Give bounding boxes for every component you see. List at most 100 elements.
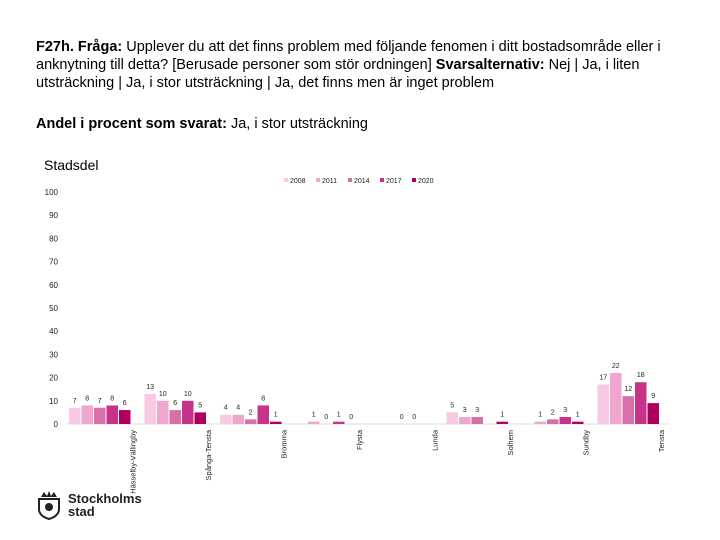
y-tick-label: 30 (49, 350, 58, 359)
bar (547, 419, 559, 424)
bar-value-label: 8 (261, 395, 265, 402)
bar-value-label: 0 (412, 414, 416, 421)
bar-value-label: 6 (173, 400, 177, 407)
bar-value-label: 10 (184, 391, 192, 398)
bar-value-label: 13 (146, 384, 154, 391)
logo-line-1: Stockholms (68, 491, 142, 506)
question-text: Upplever du att det finns problem med fö… (36, 39, 661, 73)
category-label: Tensta (657, 429, 666, 452)
bar (308, 421, 320, 424)
bar-value-label: 5 (198, 402, 202, 409)
category-label: Solhem (506, 430, 515, 455)
bar (81, 405, 93, 424)
question-title: F27h. Fråga: Upplever du att det finns p… (36, 38, 706, 92)
bar (144, 393, 156, 424)
logo-line-2: stad (68, 504, 95, 519)
bar-value-label: 6 (123, 400, 127, 407)
alternatives-label: Svarsalternativ: (435, 57, 545, 73)
bar-value-label: 4 (236, 405, 240, 412)
bar (622, 396, 634, 424)
legend-swatch (284, 178, 288, 182)
y-tick-label: 80 (49, 234, 58, 243)
bar (182, 400, 194, 424)
share-label: Andel i procent som svarat: (36, 116, 227, 132)
bar-value-label: 3 (475, 407, 479, 414)
legend-swatch (316, 178, 320, 182)
legend-label: 2011 (322, 178, 337, 185)
y-tick-label: 20 (49, 374, 58, 383)
bar (232, 414, 244, 424)
legend-label: 2014 (354, 178, 370, 185)
bar (69, 407, 81, 424)
share-text: Ja, i stor utsträckning (226, 116, 368, 132)
legend-label: 2020 (418, 178, 434, 185)
bar-value-label: 1 (312, 412, 316, 419)
bar-value-label: 5 (450, 402, 454, 409)
y-tick-label: 90 (49, 211, 58, 220)
bar-value-label: 2 (249, 409, 253, 416)
bar-value-label: 12 (624, 386, 632, 393)
y-tick-label: 0 (54, 420, 59, 429)
bar-value-label: 1 (576, 412, 580, 419)
y-tick-label: 70 (49, 258, 58, 267)
legend-swatch (348, 178, 352, 182)
bar-value-label: 4 (224, 405, 228, 412)
bar-value-label: 7 (98, 398, 102, 405)
bar (496, 421, 508, 424)
bar-value-label: 1 (500, 412, 504, 419)
bar (459, 417, 471, 424)
bar-value-label: 3 (463, 407, 467, 414)
y-tick-label: 50 (49, 304, 58, 313)
bar-value-label: 1 (337, 412, 341, 419)
bar (220, 414, 232, 424)
category-label: Bromma (280, 429, 289, 458)
bar (597, 384, 609, 424)
share-description: Andel i procent som svarat: Ja, i stor u… (36, 115, 706, 133)
bar (572, 421, 584, 424)
bar (106, 405, 118, 424)
bar (94, 407, 106, 424)
alternatives-text: Nej | Ja, i liten utsträckning | Ja, i s… (36, 57, 640, 91)
bar-value-label: 18 (637, 372, 645, 379)
y-tick-label: 40 (49, 327, 58, 336)
bar (534, 421, 546, 424)
bar-value-label: 10 (159, 391, 167, 398)
category-label: Hässelby-Vällingby (129, 430, 138, 494)
bar (610, 372, 622, 424)
legend-label: 2008 (290, 178, 306, 185)
bar-value-label: 0 (324, 414, 328, 421)
bar-value-label: 1 (538, 412, 542, 419)
bar-value-label: 17 (599, 375, 607, 382)
bar-value-label: 0 (349, 414, 353, 421)
category-label: Sundby (582, 430, 591, 456)
crown-shield-icon (38, 491, 60, 520)
question-label: F27h. Fråga: (36, 39, 123, 55)
bar (194, 412, 206, 424)
y-tick-label: 60 (49, 281, 58, 290)
category-label: Lunda (431, 429, 440, 451)
bar-value-label: 2 (551, 409, 555, 416)
bar (245, 419, 257, 424)
bar (647, 403, 659, 424)
bar (257, 405, 269, 424)
legend-swatch (380, 178, 384, 182)
bar-value-label: 1 (274, 412, 278, 419)
category-label: Flysta (355, 429, 364, 450)
y-tick-label: 10 (49, 397, 58, 406)
stockholm-logo: Stockholms stad (36, 490, 142, 520)
y-tick-label: 100 (45, 188, 59, 197)
bar (157, 400, 169, 424)
chart-section-title: Stadsdel (44, 157, 99, 173)
bar-value-label: 7 (73, 398, 77, 405)
bar (169, 410, 181, 424)
bar-value-label: 9 (651, 393, 655, 400)
legend-label: 2017 (386, 178, 402, 185)
bar-value-label: 3 (563, 407, 567, 414)
bar (446, 412, 458, 424)
bar (471, 417, 483, 424)
bar (559, 417, 571, 424)
bar (333, 421, 345, 424)
bar-value-label: 0 (400, 414, 404, 421)
category-label: Spånga-Tensta (204, 429, 213, 480)
